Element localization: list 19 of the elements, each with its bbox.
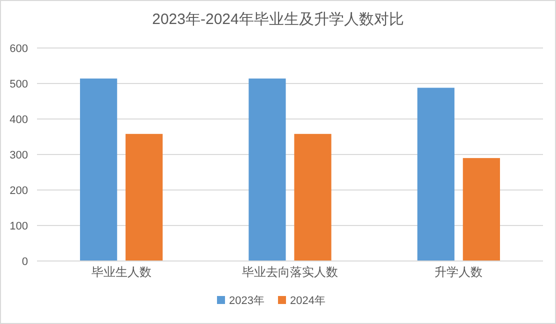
y-tick-label: 500 (10, 78, 28, 90)
chart-title: 2023年-2024年毕业生及升学人数对比 (152, 11, 404, 28)
bar (126, 134, 163, 261)
y-tick-label: 400 (10, 114, 28, 126)
bar (294, 134, 332, 261)
x-tick-label: 毕业去向落实人数 (242, 265, 338, 279)
bar (417, 88, 454, 261)
x-tick-label: 毕业生人数 (91, 265, 152, 279)
y-tick-label: 300 (10, 150, 28, 162)
legend-label: 2024年 (290, 295, 326, 307)
legend-label: 2023年 (229, 295, 264, 307)
x-tick-label: 升学人数 (434, 265, 483, 279)
bar (248, 78, 286, 261)
y-tick-label: 100 (10, 220, 28, 232)
bar (462, 158, 500, 261)
bar (80, 78, 118, 261)
y-tick-label: 600 (10, 43, 28, 55)
y-tick-label: 200 (10, 185, 28, 197)
y-tick-label: 0 (22, 256, 28, 268)
